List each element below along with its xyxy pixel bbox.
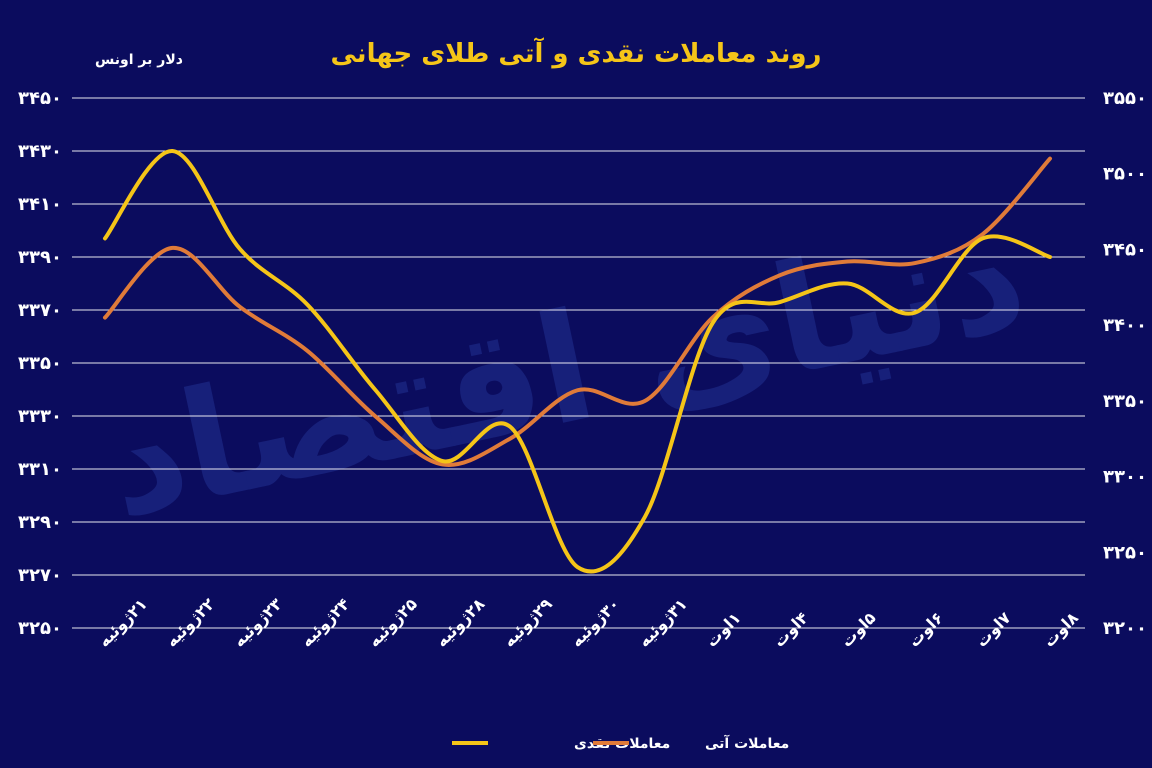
x-tick-label: ۸اوت xyxy=(1039,608,1082,651)
left-tick-label: ۳۲۷۰ xyxy=(18,565,62,586)
left-tick-label: ۳۳۹۰ xyxy=(18,247,62,268)
grid-layer xyxy=(72,97,1085,629)
x-tick-label: ۱اوت xyxy=(702,608,745,651)
left-tick-label: ۳۲۹۰ xyxy=(18,512,62,533)
right-axis-ticks: ۳۵۵۰ ۳۵۰۰ ۳۴۵۰ ۳۴۰۰ ۳۳۵۰ ۳۳۰۰ ۳۲۵۰ ۳۲۰۰ xyxy=(1103,88,1147,639)
left-axis-ticks: ۳۴۵۰ ۳۴۳۰ ۳۴۱۰ ۳۳۹۰ ۳۳۷۰ ۳۳۵۰ ۳۳۳۰ ۳۳۱۰ ۳۲۹۰ ۳۲۷۰… xyxy=(18,88,62,639)
left-tick-label: ۳۴۵۰ xyxy=(18,88,62,109)
x-tick-label: ۵اوت xyxy=(837,608,880,651)
left-tick-label: ۳۳۱۰ xyxy=(18,459,62,480)
right-tick-label: ۳۵۵۰ xyxy=(1103,88,1147,109)
legend-label-futures: معاملات آتی xyxy=(705,734,789,752)
x-tick-label: ۲۹ژوئیه xyxy=(499,594,556,651)
legend: معاملات نقدی معاملات آتی xyxy=(452,734,789,752)
left-axis-unit-label: دلار بر اونس xyxy=(95,52,183,68)
right-tick-label: ۳۳۵۰ xyxy=(1103,391,1147,412)
x-tick-label: ۲۳ژوئیه xyxy=(229,594,286,651)
x-tick-label: ۳۰ژوئیه xyxy=(567,594,624,651)
left-tick-label: ۳۲۵۰ xyxy=(18,618,62,639)
left-tick-label: ۳۳۵۰ xyxy=(18,353,62,374)
right-tick-label: ۳۵۰۰ xyxy=(1103,164,1147,185)
left-tick-label: ۳۴۱۰ xyxy=(18,194,62,215)
x-tick-label: ۲۵ژوئیه xyxy=(364,594,421,651)
left-tick-label: ۳۳۷۰ xyxy=(18,300,62,321)
x-tick-label: ۳۱ژوئیه xyxy=(634,594,691,651)
right-tick-label: ۳۳۰۰ xyxy=(1103,467,1147,488)
x-axis-ticks: ۲۱ژوئیه۲۲ژوئیه۲۳ژوئیه۲۴ژوئیه۲۵ژوئیه۲۸ژوئ… xyxy=(94,594,1082,651)
chart-title: روند معاملات نقدی و آتی طلای جهانی xyxy=(331,37,822,69)
x-tick-label: ۲۸ژوئیه xyxy=(432,594,489,651)
series-layer xyxy=(103,149,1052,574)
x-tick-label: ۲۱ژوئیه xyxy=(94,594,151,651)
right-tick-label: ۳۴۵۰ xyxy=(1103,239,1147,260)
x-tick-label: ۶اوت xyxy=(904,608,947,651)
right-tick-label: ۳۴۰۰ xyxy=(1103,315,1147,336)
spot-series-line xyxy=(103,149,1052,574)
x-tick-label: ۷اوت xyxy=(972,608,1015,651)
x-tick-label: ۲۴ژوئیه xyxy=(297,594,354,651)
x-tick-label: ۴اوت xyxy=(769,608,812,651)
x-tick-label: ۲۲ژوئیه xyxy=(162,594,219,651)
right-tick-label: ۳۲۰۰ xyxy=(1103,618,1147,639)
futures-series-line xyxy=(103,156,1052,467)
right-tick-label: ۳۲۵۰ xyxy=(1103,542,1147,563)
left-tick-label: ۳۳۳۰ xyxy=(18,406,62,427)
left-tick-label: ۳۴۳۰ xyxy=(18,141,62,162)
